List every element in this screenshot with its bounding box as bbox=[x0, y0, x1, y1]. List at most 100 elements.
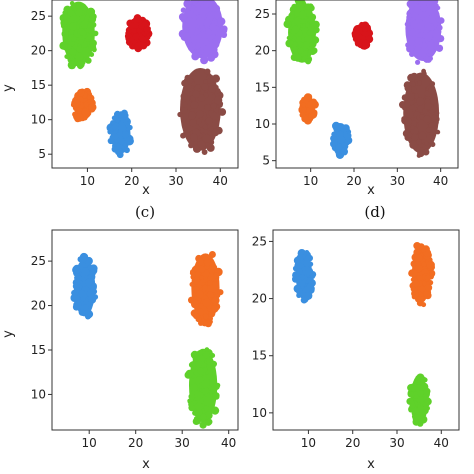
scatter-point bbox=[362, 40, 370, 48]
scatter-point bbox=[183, 22, 190, 29]
scatter-point bbox=[61, 30, 69, 38]
scatter-point bbox=[207, 291, 214, 299]
cluster-4-1 bbox=[292, 249, 317, 304]
scatter-point bbox=[180, 7, 187, 13]
scatter-point bbox=[213, 272, 220, 279]
scatter-point bbox=[301, 115, 309, 123]
scatter-point bbox=[70, 294, 79, 302]
y-tick-label: 10 bbox=[31, 387, 46, 401]
scatter-point bbox=[90, 284, 97, 291]
scatter-point bbox=[68, 29, 75, 36]
cluster-3-2 bbox=[188, 251, 224, 328]
scatter-point bbox=[114, 111, 120, 116]
scatter-point bbox=[207, 77, 214, 84]
scatter-point bbox=[337, 135, 346, 144]
scatter-point bbox=[206, 0, 213, 4]
scatter-point bbox=[86, 289, 96, 298]
scatter-point bbox=[433, 119, 439, 126]
scatter-point bbox=[437, 17, 445, 24]
scatter-point bbox=[354, 30, 361, 38]
scatter-point bbox=[199, 275, 205, 280]
scatter-point bbox=[428, 56, 434, 61]
scatter-point bbox=[74, 287, 80, 293]
scatter-point bbox=[424, 141, 429, 146]
scatter-point bbox=[71, 36, 77, 42]
scatter-point bbox=[203, 313, 209, 320]
axes-frame bbox=[275, 0, 459, 169]
scatter-point bbox=[143, 26, 149, 32]
scatter-point bbox=[185, 16, 193, 24]
scatter-point bbox=[136, 27, 143, 34]
scatter-point bbox=[414, 37, 423, 45]
axes-frame bbox=[51, 229, 239, 431]
cluster-4-3 bbox=[406, 373, 432, 427]
scatter-point bbox=[193, 299, 199, 306]
x-tick-label: 40 bbox=[433, 174, 448, 188]
x-axis-label: x bbox=[142, 457, 150, 472]
scatter-point bbox=[205, 117, 213, 125]
scatter-point bbox=[342, 131, 348, 137]
scatter-point bbox=[181, 101, 188, 108]
x-tick-label: 40 bbox=[434, 436, 449, 450]
scatter-point bbox=[73, 301, 82, 309]
scatter-point bbox=[430, 141, 436, 147]
scatter-point bbox=[88, 15, 97, 24]
scatter-point bbox=[201, 387, 210, 395]
scatter-point bbox=[210, 360, 217, 368]
scatter-point bbox=[305, 267, 314, 276]
scatter-point bbox=[194, 28, 201, 35]
scatter-point bbox=[188, 393, 196, 400]
x-tick-label: 20 bbox=[345, 436, 360, 450]
scatter-point bbox=[206, 143, 215, 152]
scatter-point bbox=[208, 126, 214, 132]
scatter-point bbox=[79, 255, 87, 263]
y-tick-label: 25 bbox=[255, 7, 270, 21]
scatter-point bbox=[87, 264, 94, 271]
scatter-point bbox=[196, 317, 202, 323]
panel-4: 10 20 30 40 10 15 20 25 x bbox=[252, 229, 460, 472]
scatter-point bbox=[409, 51, 415, 57]
y-tick-label: 25 bbox=[31, 9, 46, 23]
scatter-point bbox=[215, 88, 221, 94]
scatter-point bbox=[188, 111, 197, 120]
scatter-point bbox=[295, 0, 303, 5]
scatter-point bbox=[289, 14, 295, 19]
scatter-point bbox=[178, 13, 187, 21]
scatter-point bbox=[423, 387, 431, 395]
scatter-point bbox=[409, 140, 418, 149]
scatter-point bbox=[196, 118, 202, 125]
scatter-point bbox=[292, 5, 297, 11]
x-tick-label: 30 bbox=[390, 174, 405, 188]
scatter-point bbox=[198, 265, 206, 273]
y-tick-label: 20 bbox=[255, 44, 270, 58]
scatter-point bbox=[207, 280, 213, 286]
scatter-point bbox=[191, 18, 198, 25]
scatter-point bbox=[407, 132, 413, 138]
scatter-point bbox=[80, 296, 86, 302]
scatter-point bbox=[62, 19, 68, 25]
scatter-point bbox=[194, 402, 203, 411]
scatter-point bbox=[410, 72, 418, 80]
scatter-point bbox=[138, 35, 146, 42]
scatter-point bbox=[196, 110, 204, 118]
scatter-point bbox=[75, 113, 84, 122]
x-tick-label: 20 bbox=[128, 436, 143, 450]
scatter-point bbox=[195, 84, 201, 89]
x-tick-label: 40 bbox=[221, 436, 236, 450]
scatter-point bbox=[195, 360, 203, 368]
scatter-point bbox=[88, 103, 97, 112]
scatter-point bbox=[431, 114, 438, 122]
scatter-point bbox=[80, 30, 87, 36]
scatter-point bbox=[409, 402, 416, 409]
scatter-point bbox=[309, 42, 315, 48]
scatter-point bbox=[427, 25, 433, 31]
x-tick-label: 30 bbox=[175, 436, 190, 450]
scatter-point bbox=[190, 101, 199, 109]
scatter-point bbox=[202, 351, 211, 359]
scatter-point bbox=[208, 5, 215, 12]
y-tick-label: 25 bbox=[252, 234, 267, 248]
x-tick-label: 10 bbox=[80, 174, 95, 188]
scatter-point bbox=[304, 3, 312, 11]
scatter-point bbox=[411, 294, 418, 300]
